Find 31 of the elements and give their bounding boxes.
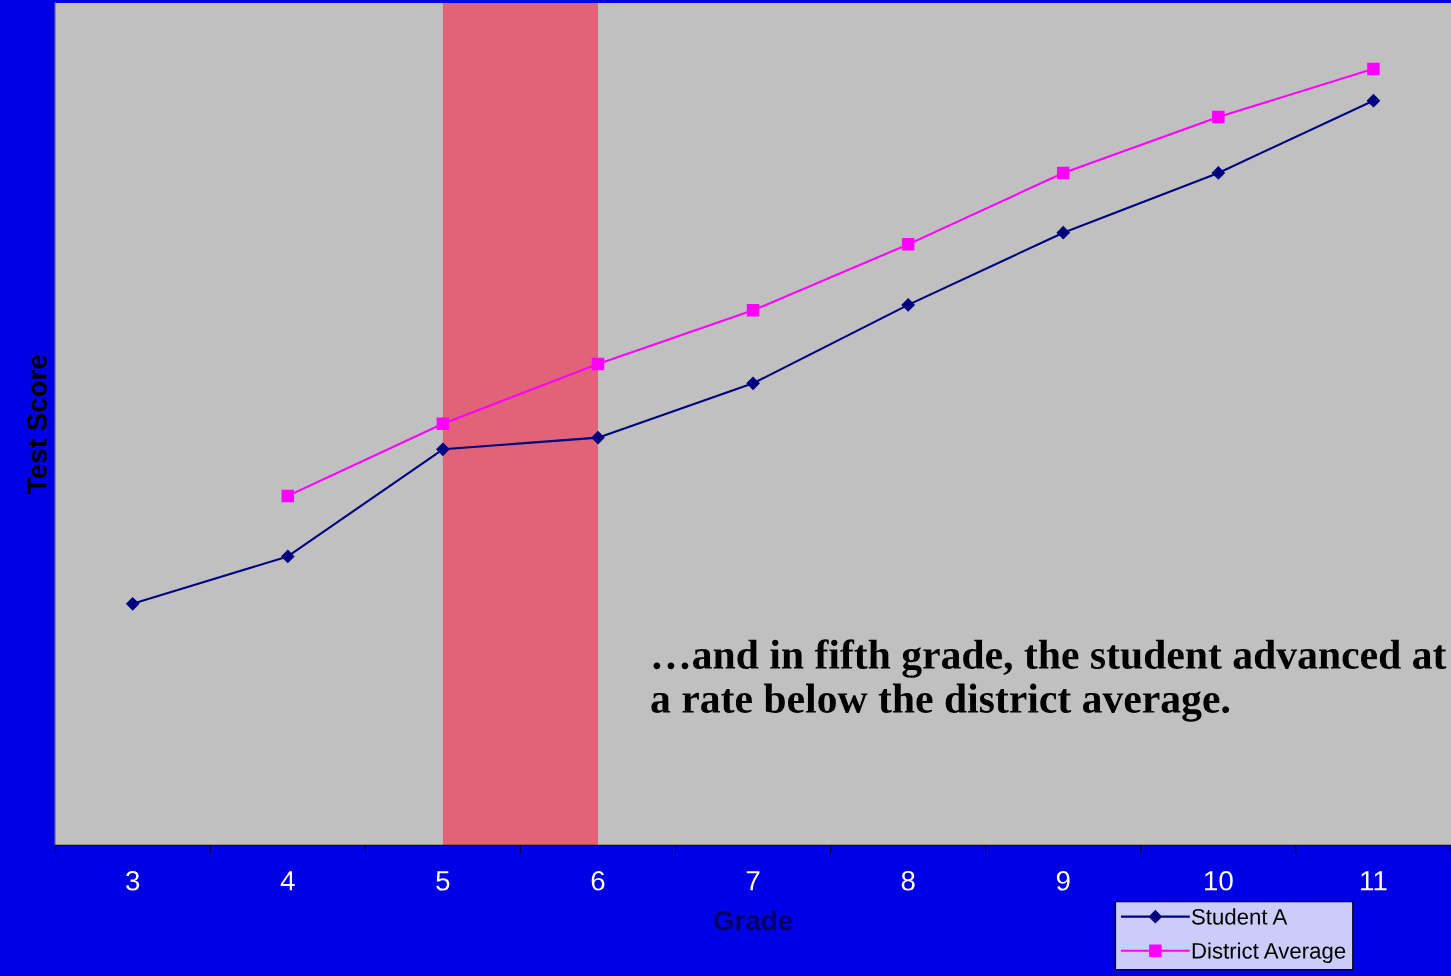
point — [281, 549, 295, 564]
x-tick-label: 3 — [126, 870, 140, 891]
point — [746, 304, 760, 317]
point — [901, 298, 915, 312]
point — [1211, 166, 1225, 180]
x-tick-label: 7 — [746, 871, 760, 891]
y-axis-title: Test Score — [27, 355, 47, 494]
point — [591, 431, 605, 445]
legend-label: Student A — [1191, 908, 1288, 925]
x-tick-label: 4 — [280, 871, 295, 891]
x-tick-label: 6 — [591, 870, 605, 891]
x-tick-label: 11 — [1361, 871, 1387, 891]
point — [1367, 62, 1380, 76]
point — [436, 417, 450, 430]
x-tick-label: 10 — [1205, 870, 1233, 891]
point — [281, 489, 295, 503]
x-axis-title: Grade — [714, 910, 793, 931]
legend-label: District Average — [1192, 942, 1346, 964]
x-tick-label: 9 — [1056, 870, 1070, 891]
point — [126, 597, 140, 611]
point — [1056, 226, 1070, 240]
point — [591, 357, 605, 371]
x-tick-label: 5 — [436, 871, 450, 891]
point — [901, 238, 915, 251]
point — [436, 442, 450, 456]
annotation: …and in fifth grade, the student advanced at a rate below the district average. — [651, 639, 1447, 722]
point — [746, 376, 760, 390]
point — [1212, 110, 1225, 124]
point — [1057, 166, 1070, 180]
x-tick-label: 8 — [901, 870, 915, 891]
point — [1366, 94, 1381, 108]
